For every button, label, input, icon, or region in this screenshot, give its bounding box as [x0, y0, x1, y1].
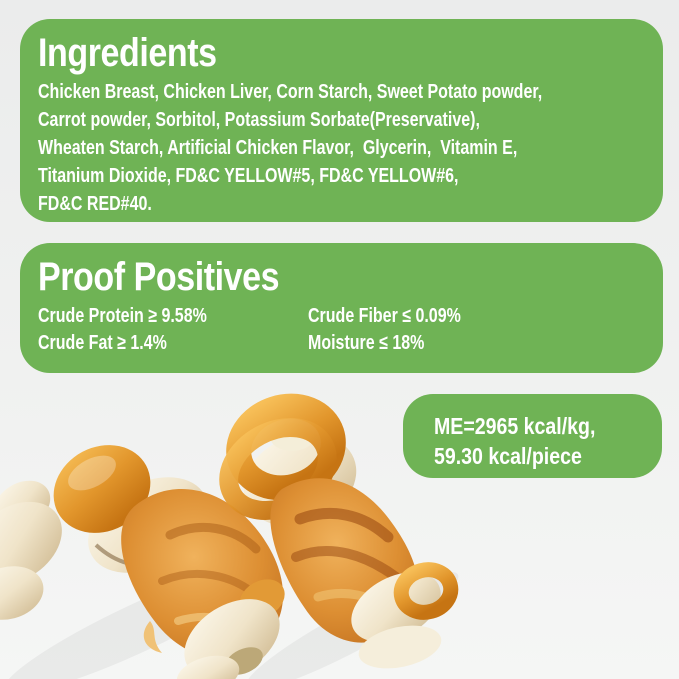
product-photo: [0, 393, 459, 679]
ingredients-line: FD&C RED#40.: [38, 193, 152, 215]
chicken-curl-end: [393, 562, 459, 620]
rawhide-knot-bottom: [351, 572, 441, 642]
ingredients-line: Wheaten Starch, Artificial Chicken Flavo…: [38, 137, 518, 159]
proof-positives-title-text: Proof Positives: [38, 255, 280, 299]
chicken-streak: [165, 523, 261, 554]
ingredients-panel: Ingredients Chicken Breast, Chicken Live…: [20, 19, 663, 222]
calorie-content-panel: ME=2965 kcal/kg, 59.30 kcal/piece: [403, 394, 662, 478]
analysis-column-left: Crude Protein ≥ 9.58% Crude Fat ≥ 1.4%: [38, 303, 308, 357]
treat-left: [0, 445, 285, 679]
ingredients-line: Carrot powder, Sorbitol, Potassium Sorba…: [38, 109, 480, 131]
chicken-cap: [53, 445, 151, 533]
analysis-crude-fiber: Crude Fiber ≤ 0.09%: [308, 305, 461, 327]
ingredients-line: Chicken Breast, Chicken Liver, Corn Star…: [38, 81, 543, 103]
proof-positives-panel: Proof Positives Crude Protein ≥ 9.58% Cr…: [20, 243, 663, 373]
analysis-moisture: Moisture ≤ 18%: [308, 332, 425, 354]
rawhide-knot-left: [0, 501, 62, 585]
rawhide-loop-below: [358, 625, 442, 669]
proof-positives-title: Proof Positives: [38, 255, 649, 299]
guaranteed-analysis: Crude Protein ≥ 9.58% Crude Fat ≥ 1.4% C…: [38, 303, 649, 357]
ingredients-title-text: Ingredients: [38, 31, 217, 75]
chicken-cap-highlight: [68, 455, 116, 491]
analysis-column-right: Crude Fiber ≤ 0.09% Moisture ≤ 18%: [308, 303, 649, 357]
calorie-line-kcal-piece: 59.30 kcal/piece: [434, 443, 582, 469]
analysis-crude-fat: Crude Fat ≥ 1.4%: [38, 332, 167, 354]
rawhide-knot-left-bottom-lobe: [0, 566, 44, 620]
analysis-crude-protein: Crude Protein ≥ 9.58%: [38, 305, 207, 327]
ingredients-line: Titanium Dioxide, FD&C YELLOW#5, FD&C YE…: [38, 165, 459, 187]
ingredients-list: Chicken Breast, Chicken Liver, Corn Star…: [38, 78, 649, 218]
calorie-line-kcal-kg: ME=2965 kcal/kg,: [434, 413, 596, 439]
chicken-streak-dark: [291, 546, 401, 582]
chicken-streak-dark: [294, 507, 394, 543]
chicken-ragged-edge: [143, 621, 162, 653]
ingredients-title: Ingredients: [38, 31, 649, 75]
rawhide-knot-tail: [176, 655, 240, 679]
treat-right: [219, 393, 459, 679]
